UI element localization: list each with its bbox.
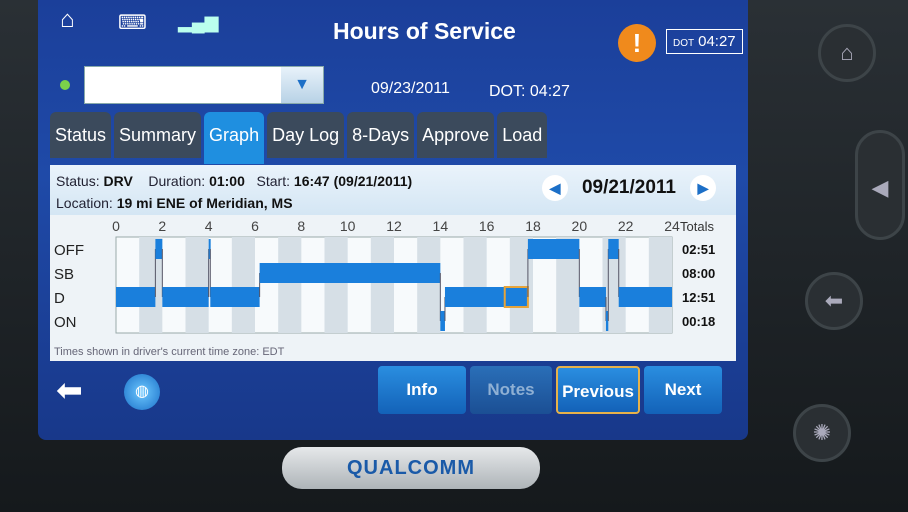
status-bar-off [155, 239, 163, 259]
status-line: Status: DRV Duration: 01:00 Start: 16:47… [56, 173, 412, 189]
screen: ⌂ ⌨ ▂▄▆ Hours of Service ! DOT 04:27 ▼ 09… [38, 0, 748, 440]
total-sb: 08:00 [682, 266, 715, 281]
row-label-sb: SB [54, 266, 74, 283]
status-bar-on [440, 311, 445, 331]
signal-icon: ▂▄▆ [178, 12, 219, 32]
graph-panel: Status: DRV Duration: 01:00 Start: 16:47… [50, 165, 736, 361]
qualcomm-logo: QUALCOMM [282, 447, 540, 489]
total-d: 12:51 [682, 290, 715, 305]
dot-label: DOT [673, 38, 695, 49]
alert-icon[interactable]: ! [618, 24, 656, 62]
status-bar-d [210, 287, 260, 307]
status-bar-d [444, 287, 505, 307]
status-led [60, 80, 70, 90]
x-tick-label: 16 [479, 218, 495, 234]
x-tick-label: 20 [572, 218, 588, 234]
location-value: 19 mi ENE of Meridian, MS [116, 195, 293, 211]
status-label: Status: [56, 173, 100, 189]
status-bar-sb [259, 263, 441, 283]
page-title: Hours of Service [333, 18, 516, 44]
x-tick-label: 2 [158, 218, 166, 234]
tab-bar: Status Summary Graph Day Log 8-Days Appr… [50, 112, 548, 164]
status-bar-d [162, 287, 209, 307]
hour-band [324, 237, 348, 333]
status-bar-d [503, 286, 529, 308]
notes-button[interactable]: Notes [470, 366, 552, 414]
row-label-on: ON [54, 314, 77, 331]
status-value: DRV [103, 173, 133, 189]
status-bar-d [116, 287, 156, 307]
timezone-note: Times shown in driver's current time zon… [54, 346, 285, 358]
x-tick-label: 10 [340, 218, 356, 234]
current-date: 09/23/2011 [371, 80, 450, 97]
status-bar-d [579, 287, 606, 307]
location-line: Location: 19 mi ENE of Meridian, MS [56, 195, 293, 211]
back-arrow-icon[interactable]: ⬅ [56, 372, 83, 408]
hour-band [185, 237, 209, 333]
tab-summary[interactable]: Summary [114, 112, 202, 158]
row-label-d: D [54, 290, 65, 307]
hour-band [231, 237, 255, 333]
x-tick-label: 14 [433, 218, 449, 234]
next-day-icon[interactable]: ▶ [690, 175, 716, 201]
hour-band [278, 237, 302, 333]
x-tick-label: 18 [525, 218, 541, 234]
total-on: 00:18 [682, 314, 715, 329]
tab-approve[interactable]: Approve [417, 112, 495, 158]
totals-header: Totals [680, 219, 714, 234]
hardware-home-button[interactable]: ⌂ [818, 24, 876, 82]
hour-band [370, 237, 394, 333]
x-tick-label: 0 [112, 218, 120, 234]
graph-date: 09/21/2011 [581, 177, 676, 198]
next-button[interactable]: Next [644, 366, 722, 414]
chevron-down-icon[interactable]: ▼ [281, 67, 323, 103]
home-icon[interactable]: ⌂ [60, 6, 75, 33]
status-bar-off [608, 239, 619, 259]
tab-load[interactable]: Load [497, 112, 548, 158]
dot-time: 04:27 [698, 33, 736, 50]
tab-graph[interactable]: Graph [204, 112, 265, 164]
hour-band [139, 237, 163, 333]
status-bar-on [605, 311, 609, 331]
status-header: Status: DRV Duration: 01:00 Start: 16:47… [50, 165, 736, 215]
hardware-back-button[interactable]: ⬅ [805, 272, 863, 330]
hour-band [648, 237, 672, 333]
x-tick-label: 4 [205, 218, 213, 234]
duration-value: 01:00 [209, 173, 245, 189]
dot-time-header: DOT: 04:27 [489, 83, 570, 100]
tab-8-days[interactable]: 8-Days [347, 112, 415, 158]
tab-day-log[interactable]: Day Log [267, 112, 345, 158]
start-value: 16:47 (09/21/2011) [293, 173, 413, 189]
hardware-light-button[interactable]: ✺ [793, 404, 851, 462]
prev-day-icon[interactable]: ◀ [541, 175, 568, 201]
status-bar-d [618, 287, 672, 307]
x-tick-label: 22 [618, 218, 634, 234]
hour-band [556, 237, 580, 333]
tab-status[interactable]: Status [50, 112, 112, 158]
hour-band [417, 237, 441, 333]
location-label: Location: [56, 195, 113, 211]
hardware-dpad[interactable]: ◀ [855, 130, 905, 240]
x-tick-label: 8 [297, 218, 305, 234]
row-label-off: OFF [54, 242, 84, 259]
hour-band [509, 237, 533, 333]
date-navigator: ◀ 09/21/2011 ▶ [541, 175, 716, 201]
status-bar-off [208, 239, 211, 259]
x-tick-label: 6 [251, 218, 259, 234]
duration-label: Duration: [148, 173, 206, 189]
x-tick-label: 12 [386, 218, 402, 234]
status-bar-off [527, 239, 580, 259]
previous-button[interactable]: Previous [556, 366, 640, 414]
hour-band [463, 237, 487, 333]
total-off: 02:51 [682, 242, 715, 257]
start-label: Start: [256, 173, 291, 189]
x-tick-label: 24 [664, 218, 680, 234]
driver-dropdown[interactable]: ▼ [84, 66, 324, 104]
dot-clock[interactable]: DOT 04:27 [666, 29, 743, 54]
keyboard-icon[interactable]: ⌨ [118, 12, 147, 34]
info-button[interactable]: Info [378, 366, 466, 414]
globe-icon[interactable]: ◍ [124, 374, 160, 410]
